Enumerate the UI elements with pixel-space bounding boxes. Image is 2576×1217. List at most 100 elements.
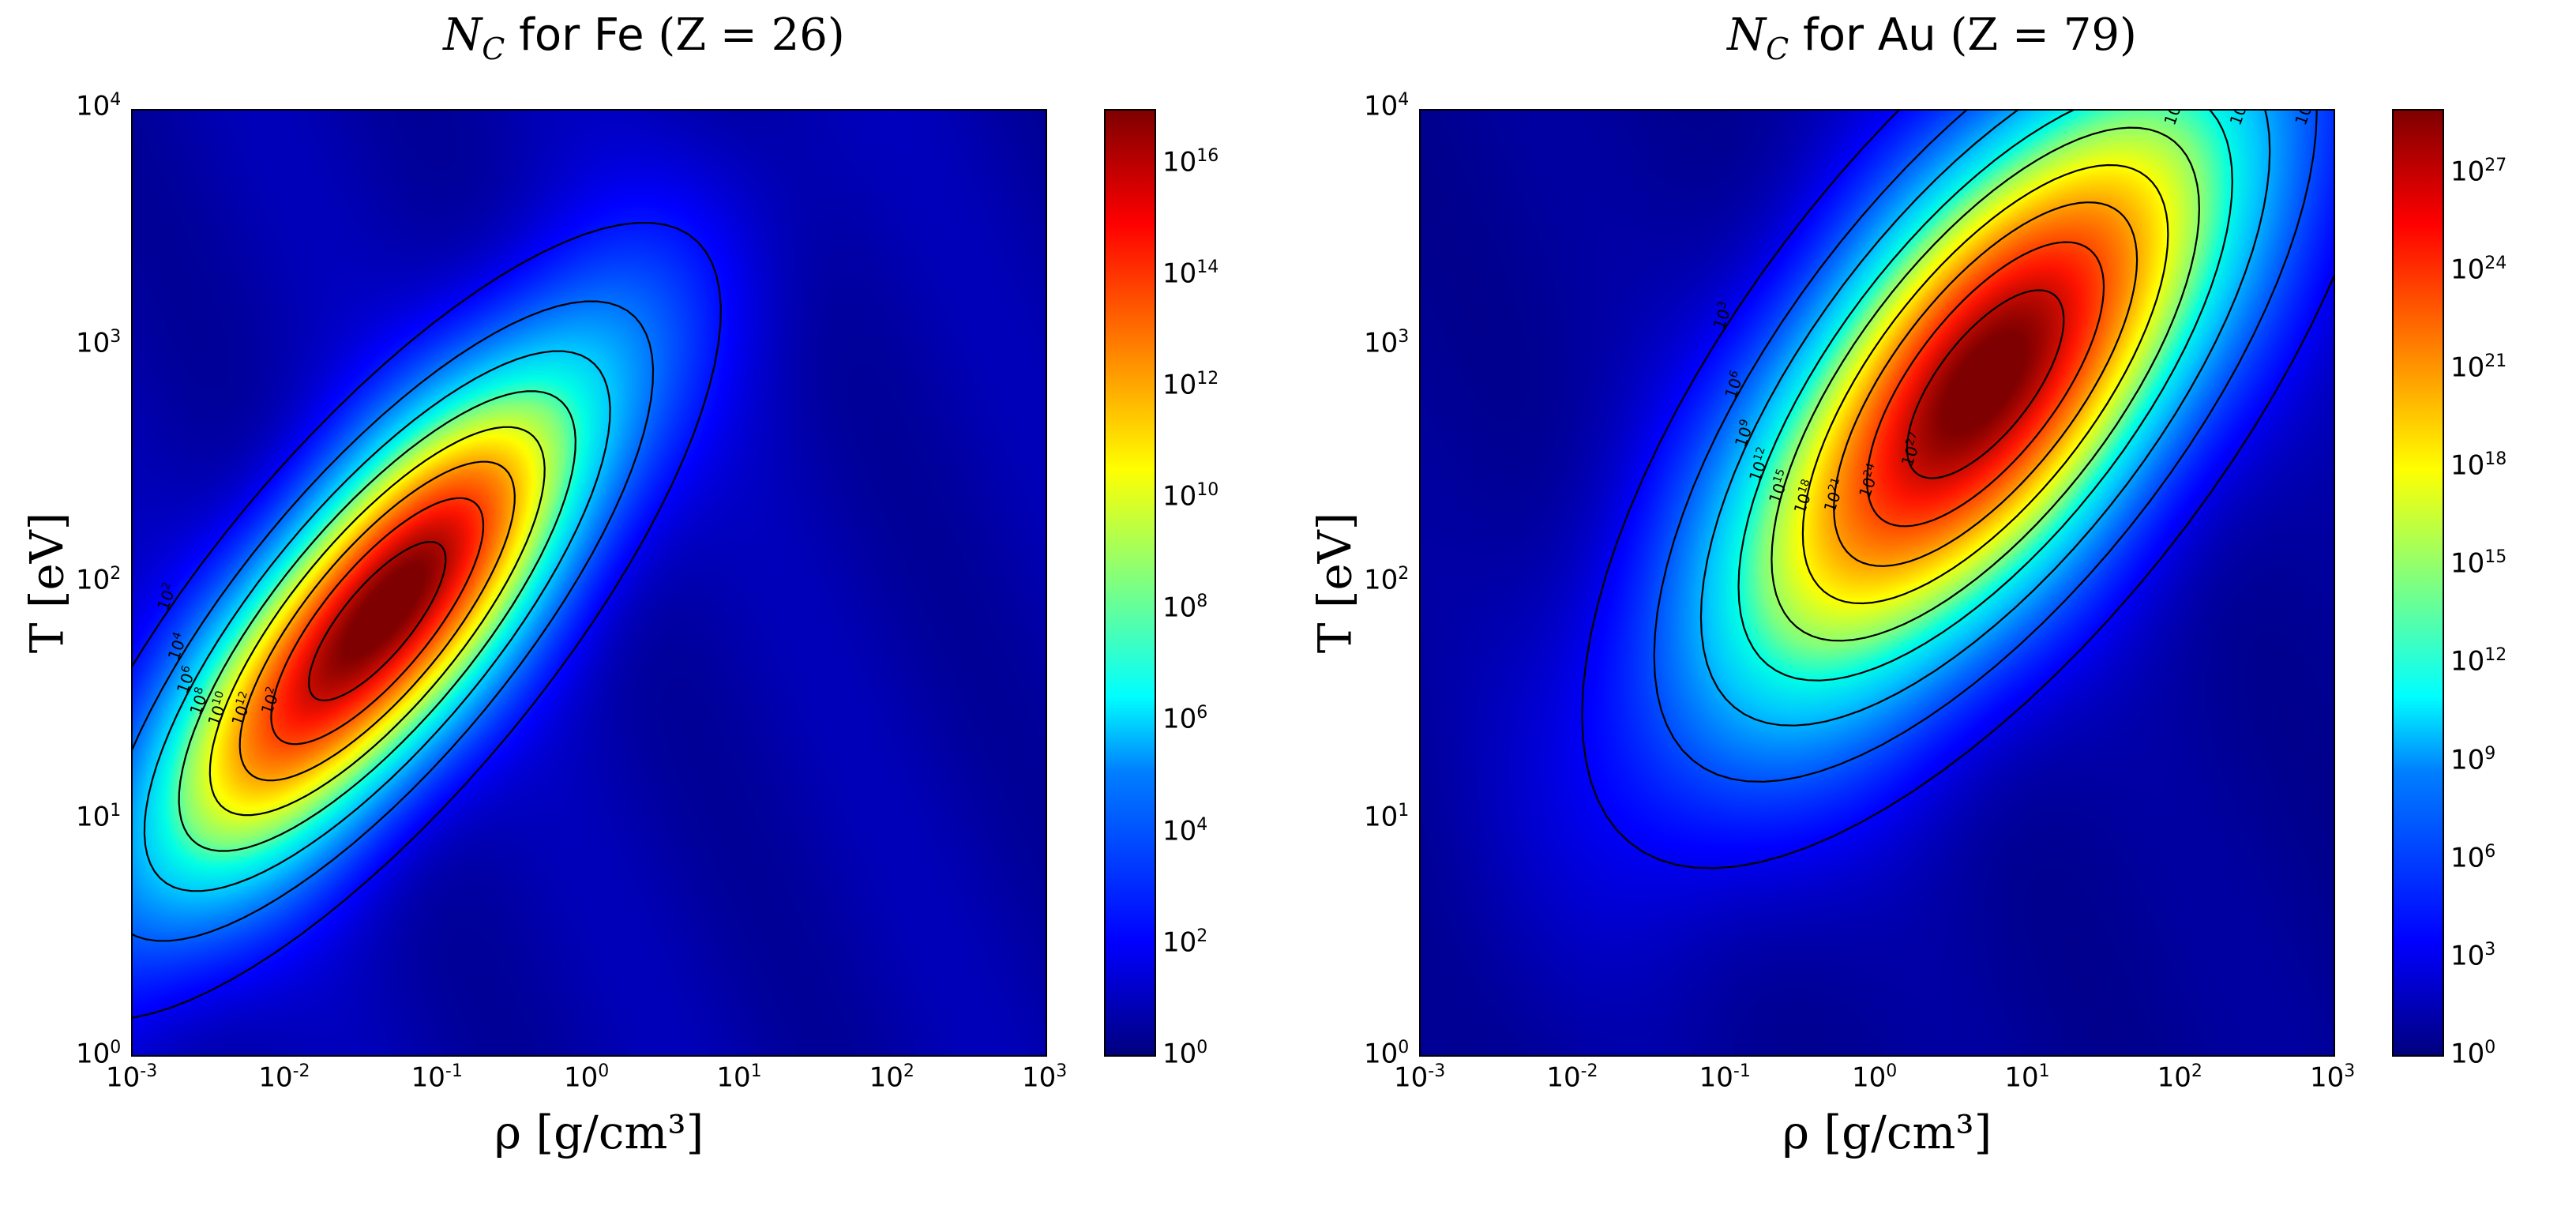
- heatmap-canvas: [133, 111, 1046, 1055]
- x-tick-label: 10-2: [1546, 1061, 1598, 1094]
- contour-line: [1653, 111, 2318, 783]
- fe-panel: NC for Fe (Z = 26) 102 104 106 108 1010 1012 10…: [0, 9, 1288, 1159]
- colorbar-tick-label: 1016: [1162, 145, 1219, 178]
- contour-line: [1866, 241, 2105, 528]
- contour-line: [143, 350, 611, 892]
- y-tick-label: 102: [76, 564, 122, 596]
- colorbar-tick-label: 104: [1162, 814, 1208, 847]
- x-tick-label: 102: [869, 1061, 914, 1094]
- x-tick-label: 100: [1852, 1061, 1898, 1094]
- contour-label: 109: [2290, 111, 2318, 128]
- heatmap-canvas: [1421, 111, 2334, 1055]
- y-tick-label: 101: [76, 801, 122, 833]
- chart-title-part: C: [482, 32, 505, 67]
- y-axis-label: T [eV]: [20, 512, 74, 654]
- colorbar-tick-label: 1010: [1162, 480, 1219, 513]
- contour-line: [270, 497, 485, 746]
- contour-label: 1012: [1744, 445, 1774, 484]
- contour-line: [1801, 163, 2169, 605]
- x-axis-label: ρ [g/cm³]: [494, 1106, 704, 1159]
- x-tick-label: 100: [564, 1061, 610, 1094]
- contour-line: [238, 460, 516, 782]
- colorbar: [1104, 109, 1156, 1057]
- au-panel: NC for Au (Z = 79) 103 106 109 1012 1015 1018 1…: [1288, 0, 2576, 1217]
- colorbar-tick-label: 1018: [2450, 449, 2507, 482]
- contour-label: 109: [1730, 417, 1758, 449]
- contour-line: [1581, 111, 2334, 870]
- contour-label: 104: [163, 630, 191, 663]
- chart-title-part: N: [443, 9, 483, 61]
- contour-label: 1027: [1897, 430, 1927, 468]
- contour-label: 1018: [1789, 477, 1819, 516]
- heatmap-plot-area: 102 104 106 108 1010 1012 102: [131, 109, 1047, 1057]
- colorbar-tick-label: 1012: [1162, 368, 1219, 401]
- colorbar-tick-label: 109: [2450, 743, 2496, 776]
- chart-title-part: (Z = 26): [658, 9, 845, 61]
- contour-label: 106: [1720, 369, 1748, 401]
- contour-label: 1024: [1854, 461, 1884, 500]
- colorbar-tick-label: 100: [2450, 1038, 2496, 1070]
- chart-title-part: N: [1727, 9, 1767, 61]
- colorbar-tick-label: 102: [1162, 926, 1208, 959]
- contour-line: [1833, 201, 2139, 567]
- y-tick-label: 104: [76, 90, 122, 122]
- y-tick-label: 104: [1364, 90, 1410, 122]
- chart-title: NC for Au (Z = 79): [1288, 9, 2576, 66]
- colorbar-tick-label: 1027: [2450, 155, 2507, 188]
- chart-title-part: C: [1766, 32, 1789, 67]
- contour-line: [1737, 111, 2233, 682]
- chart-title-part: (Z = 79): [1950, 9, 2137, 61]
- contour-label: 106: [2225, 111, 2253, 128]
- colorbar-tick-label: 1015: [2450, 547, 2507, 580]
- contour-line: [208, 426, 546, 817]
- contour-label: 1015: [1764, 468, 1794, 506]
- x-axis-label: ρ [g/cm³]: [1782, 1106, 1992, 1159]
- chart-title: NC for Fe (Z = 26): [0, 9, 1288, 66]
- chart-title-part: for Fe: [505, 9, 659, 61]
- y-tick-label: 103: [76, 327, 122, 359]
- colorbar-tick-label: 1014: [1162, 257, 1219, 290]
- x-tick-label: 10-3: [1394, 1061, 1446, 1094]
- heatmap-plot-area: 1031061091012101510181021102410271091061…: [1419, 109, 2335, 1057]
- contour-line: [308, 541, 447, 701]
- colorbar-tick-label: 1012: [2450, 645, 2507, 678]
- contour-line: [1699, 111, 2271, 727]
- x-tick-label: 10-1: [411, 1061, 463, 1094]
- contour-label: 1012: [227, 689, 257, 728]
- chart-title-part: for Au: [1789, 9, 1951, 61]
- contour-label: 103: [1708, 299, 1736, 332]
- colorbar-tick-label: 1024: [2450, 253, 2507, 286]
- contour-lines: 1031061091012101510181021102410271091061…: [1581, 111, 2334, 870]
- contour-line: [178, 390, 576, 852]
- x-tick-label: 102: [2157, 1061, 2202, 1094]
- x-tick-label: 10-2: [258, 1061, 310, 1094]
- colorbar-tick-label: 1021: [2450, 351, 2507, 384]
- x-tick-label: 103: [2310, 1061, 2356, 1094]
- x-tick-label: 10-3: [106, 1061, 158, 1094]
- y-tick-label: 102: [1364, 564, 1410, 596]
- contour-label: 102: [152, 580, 180, 613]
- contour-line: [1771, 126, 2201, 642]
- contour-label: 1021: [1819, 475, 1849, 514]
- x-tick-label: 101: [2004, 1061, 2050, 1094]
- colorbar-tick-label: 103: [2450, 939, 2496, 972]
- colorbar-tick-label: 106: [2450, 841, 2496, 874]
- y-tick-label: 103: [1364, 327, 1410, 359]
- contour-label: 103: [2159, 111, 2187, 128]
- x-tick-label: 103: [1022, 1061, 1068, 1094]
- x-tick-label: 10-1: [1699, 1061, 1751, 1094]
- colorbar-tick-label: 108: [1162, 592, 1208, 624]
- contour-line: [1906, 289, 2065, 479]
- y-axis-label: T [eV]: [1308, 512, 1362, 654]
- y-tick-label: 101: [1364, 801, 1410, 833]
- y-tick-label: 100: [76, 1038, 122, 1070]
- x-tick-label: 101: [716, 1061, 762, 1094]
- y-tick-label: 100: [1364, 1038, 1410, 1070]
- colorbar-tick-label: 100: [1162, 1038, 1208, 1070]
- contour-line: [133, 222, 722, 1019]
- colorbar: [2392, 109, 2444, 1057]
- contour-line: [133, 300, 655, 942]
- colorbar-tick-label: 106: [1162, 703, 1208, 735]
- contour-label: 102: [257, 685, 284, 717]
